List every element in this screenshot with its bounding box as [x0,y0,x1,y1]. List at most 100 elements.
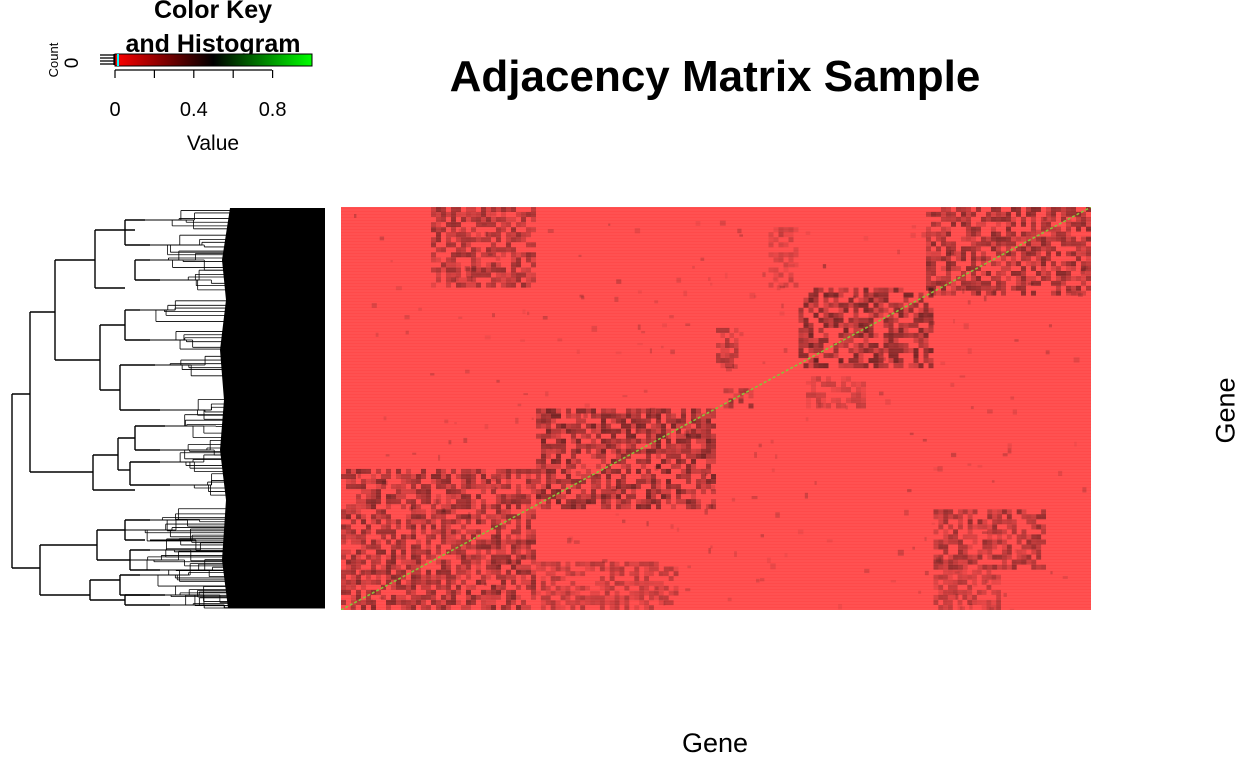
heatmap-cell [704,508,708,515]
heatmap-cell [656,433,661,439]
heatmap-cell [496,514,501,520]
heatmap-cell [1021,266,1026,271]
heatmap-cell [631,418,636,424]
heatmap-cell [967,594,973,600]
heatmap-cell [441,594,446,600]
heatmap-cell [636,504,641,510]
heatmap-cell [754,452,757,458]
heatmap-cell [885,399,891,405]
heatmap-cell [643,389,648,393]
heatmap-cell [351,579,356,585]
heatmap-cell [953,564,958,570]
heatmap-cell [616,448,621,454]
heatmap-cell [376,529,381,535]
heatmap-cell [511,579,516,585]
heatmap-cell [411,474,416,479]
heatmap-cell [928,322,934,328]
heatmap-cell [436,479,441,484]
heatmap-cell [888,338,894,343]
heatmap-cell [996,207,1001,212]
heatmap-cell [686,453,691,459]
heatmap-cell [858,302,864,308]
heatmap-cell [540,561,546,567]
heatmap-cell [356,564,361,570]
heatmap-cell [441,519,446,525]
heatmap-cell [471,529,476,535]
heatmap-cell [987,534,993,540]
heatmap-cell [951,246,956,252]
heatmap-cell [481,544,486,550]
heatmap-cell [578,254,582,257]
heatmap-cell [614,581,620,586]
heatmap-cell [556,428,561,434]
heatmap-cell [406,474,411,479]
heatmap-cell [976,221,981,227]
heatmap-cell [566,463,571,469]
heatmap-cell [811,392,816,398]
heatmap-cell [491,519,496,525]
heatmap-cell [951,266,956,271]
heatmap-cell [738,398,744,404]
heatmap-cell [416,519,421,525]
heatmap-cell [838,312,844,318]
heatmap-cell [461,605,466,610]
heatmap-cell [496,217,501,223]
heatmap-cell [828,292,834,298]
heatmap-cell [1026,261,1031,267]
heatmap-cell [585,566,590,572]
heatmap-cell [481,217,486,223]
heatmap-cell [416,559,421,565]
heatmap-cell [654,465,659,471]
heatmap-cell [967,554,973,560]
heatmap-cell [521,232,526,238]
heatmap-cell [813,343,819,348]
heatmap-cell [616,413,621,419]
heatmap-cell [1061,231,1066,237]
heatmap-cell [494,487,498,490]
heatmap-cell [616,468,621,474]
heatmap-cell [361,584,366,590]
heatmap-cell [516,564,521,570]
heatmap-cell [566,413,571,419]
heatmap-cell [1056,231,1061,237]
heatmap-cell [456,529,461,535]
heatmap-cell [361,599,366,605]
heatmap-cell [576,443,581,449]
heatmap-cluster-block [933,569,1001,610]
heatmap-cell [486,539,491,545]
heatmap-cell [1041,276,1046,281]
heatmap-cell [411,509,416,515]
heatmap-cell [456,489,461,495]
heatmap-cell [856,397,861,404]
heatmap-cell [376,579,381,585]
heatmap-cell [981,251,986,257]
heatmap-cell [556,448,561,454]
heatmap-cell [356,484,361,490]
heatmap-cell [451,468,456,474]
heatmap-cell [591,325,598,332]
heatmap-cell [491,534,496,540]
heatmap-cell [540,595,546,601]
heatmap-cell [646,428,651,434]
heatmap-cell [646,479,651,484]
heatmap-cell [813,297,819,303]
heatmap-cell [868,297,874,303]
heatmap-cell [481,479,486,484]
heatmap-cell [813,287,819,293]
heatmap-cell [880,349,884,355]
heatmap-cell [952,579,958,585]
heatmap-cell [624,605,630,610]
heatmap-cell [566,458,571,464]
heatmap-cell [833,312,839,318]
heatmap-cell [1031,231,1036,237]
heatmap-cell [621,448,626,454]
heatmap-cell [883,357,886,361]
heatmap-cell [383,416,387,421]
color-key-tick-label: 0.4 [180,99,208,121]
heatmap-cell [441,474,446,479]
heatmap-cell [663,601,666,606]
heatmap-cell [476,564,481,570]
heatmap-cell [986,574,992,580]
heatmap-cell [778,252,784,258]
heatmap-cell [893,327,899,333]
